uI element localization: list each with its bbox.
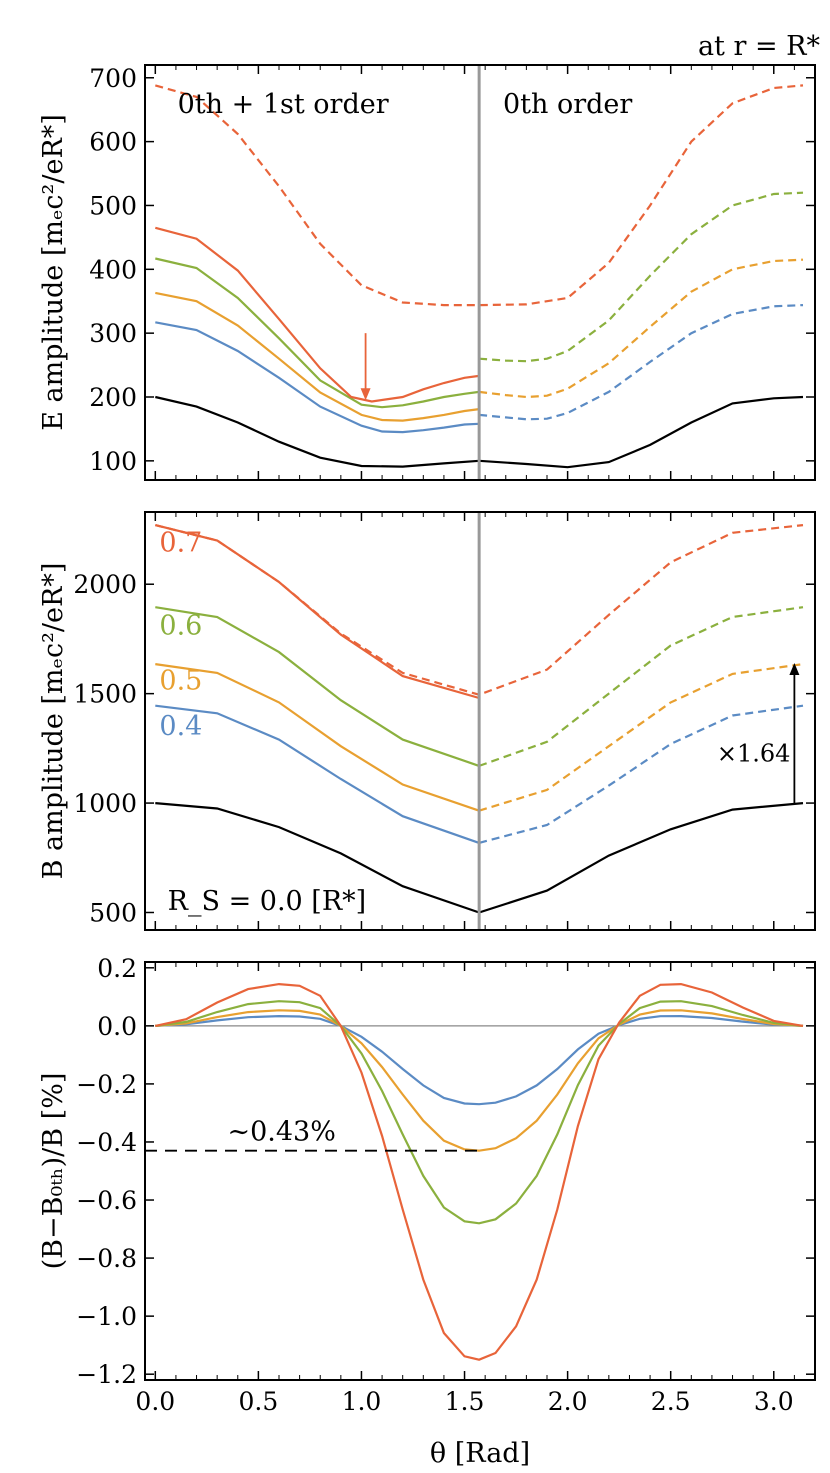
panel-diff-series-line xyxy=(155,1009,804,1152)
series-label: 0.4 xyxy=(159,711,202,742)
panel-relative-difference: ∼0.43% 0.0 0.5 1.0 1.5 2.0 2.5 3.0 −1.2 −1.0 −0.8 −… xyxy=(38,954,816,1416)
panel-diff-frame xyxy=(144,961,816,1381)
panel-b-y-axis-label: B amplitude [mₑc²/eR*] xyxy=(38,563,69,880)
panel-b-series-line xyxy=(478,704,804,844)
panel-b-y-tick-label: 2000 xyxy=(73,570,137,599)
panel-b-series-line xyxy=(155,663,480,812)
rs-label: R_S = 0.0 [R*] xyxy=(168,886,367,917)
panel-e-series-line xyxy=(155,291,480,422)
panel-diff-y-tick-label: −0.8 xyxy=(76,1244,137,1273)
panel-e-y-tick-label: 200 xyxy=(89,383,137,412)
panel-b-y-tick-label: 1500 xyxy=(73,680,137,709)
x-tick-label: 1.5 xyxy=(445,1387,485,1416)
panel-e-series-line xyxy=(479,191,804,363)
panel-e-amplitude: 100 200 300 400 500 600 700 E amplitude [mₑc²/e… xyxy=(38,64,816,481)
series-label: 0.7 xyxy=(159,527,202,558)
panel-e-y-tick-label: 400 xyxy=(89,255,137,284)
panel-e-series-line xyxy=(155,257,480,409)
series-label: 0.6 xyxy=(159,611,202,642)
reference-label: ∼0.43% xyxy=(227,1117,335,1148)
panel-b-series-line xyxy=(155,704,480,844)
factor-label: ×1.64 xyxy=(717,739,791,767)
x-tick-label: 0.5 xyxy=(239,1387,279,1416)
panel-diff-series-line xyxy=(155,1014,804,1106)
x-tick-label: 3.0 xyxy=(754,1387,794,1416)
panel-e-y-tick-label: 700 xyxy=(89,64,137,93)
panel-b-series-line xyxy=(155,606,480,767)
annotation-left-region: 0th + 1st order xyxy=(178,89,389,120)
panel-diff-series-line xyxy=(155,982,804,1361)
series-label: 0.5 xyxy=(159,665,202,696)
figure-header: at r = R* xyxy=(698,31,821,62)
panel-diff-y-tick-label: −1.0 xyxy=(76,1302,137,1331)
panel-diff-y-tick-label: 0.0 xyxy=(97,1012,137,1041)
panel-e-series-line xyxy=(478,304,804,421)
panel-diff-series-line xyxy=(155,1000,804,1225)
panel-b-y-tick-label: 500 xyxy=(89,898,137,927)
x-tick-label: 0.0 xyxy=(135,1387,175,1416)
panel-diff-y-tick-label: −0.4 xyxy=(76,1128,137,1157)
panel-e-series-line xyxy=(155,226,480,403)
factor-arrowhead xyxy=(789,663,800,676)
panel-diff-y-tick-label: 0.2 xyxy=(97,954,137,983)
panel-e-series-line xyxy=(155,321,480,434)
panel-diff-y-tick-label: −1.2 xyxy=(76,1360,137,1389)
panel-b-frame xyxy=(144,511,816,931)
panel-diff-y-axis-label: (B−B₀ₜₕ)/B [%] xyxy=(38,1073,69,1270)
minimum-arrowhead xyxy=(360,388,371,401)
panel-e-y-tick-label: 100 xyxy=(89,447,137,476)
panel-b-y-tick-label: 1000 xyxy=(73,789,137,818)
x-tick-label: 2.5 xyxy=(651,1387,691,1416)
panel-b-series-line xyxy=(478,663,804,812)
annotation-right-region: 0th order xyxy=(503,89,632,120)
panel-e-series-line xyxy=(478,258,804,399)
panel-diff-y-tick-label: −0.6 xyxy=(76,1186,137,1215)
panel-e-y-tick-label: 500 xyxy=(89,191,137,220)
panel-e-y-tick-label: 300 xyxy=(89,319,137,348)
panel-diff-y-tick-label: −0.2 xyxy=(76,1070,137,1099)
x-tick-label: 2.0 xyxy=(548,1387,588,1416)
panel-b-series-line xyxy=(478,606,804,767)
x-axis-label: θ [Rad] xyxy=(430,1438,530,1469)
panel-e-y-axis-label: E amplitude [mₑc²/eR*] xyxy=(38,114,69,431)
panel-e-frame xyxy=(144,64,816,481)
panel-e-y-tick-label: 600 xyxy=(89,128,137,157)
x-tick-label: 1.0 xyxy=(342,1387,382,1416)
